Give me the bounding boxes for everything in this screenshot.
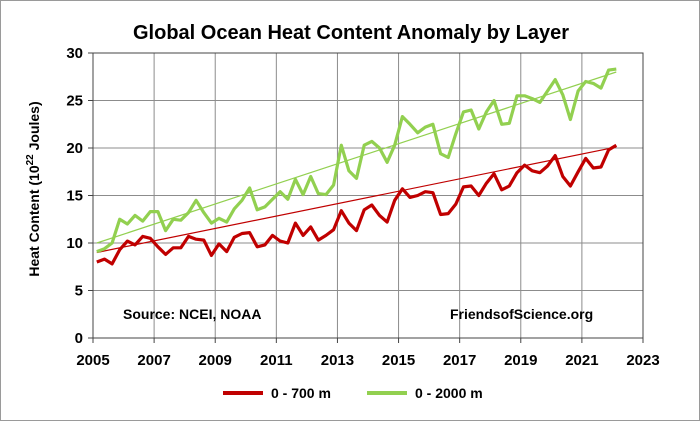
y-tick-label: 20 [66,140,83,157]
source-annotation: Source: NCEI, NOAA [123,306,261,322]
y-tick-label: 25 [66,93,83,110]
x-tick-label: 2017 [443,352,476,369]
x-tick-label: 2023 [626,352,659,369]
y-tick-label: 30 [66,45,83,62]
series-line-0-2000 [96,67,617,254]
chart-title: Global Ocean Heat Content Anomaly by Lay… [133,22,569,44]
legend: 0 - 700 m 0 - 2000 m [223,385,483,401]
series-line-0-700 [96,143,618,266]
website-annotation: FriendsofScience.org [450,306,593,322]
trend-line-0-700 [96,146,617,254]
legend-label-0-2000: 0 - 2000 m [415,385,483,401]
x-tick-label: 2013 [321,352,354,369]
x-tick-label: 2015 [382,352,415,369]
x-tick-label: 2007 [137,352,170,369]
x-tick-label: 2011 [260,352,293,369]
x-tick-label: 2019 [504,352,537,369]
legend-label-0-700: 0 - 700 m [271,385,331,401]
y-axis-label: Heat Content (1022 Joules) [25,101,42,276]
x-tick-label: 2021 [565,352,598,369]
x-tick-label: 2005 [76,352,109,369]
y-tick-label: 5 [75,283,83,300]
trend-lines [96,71,617,254]
x-tick-label: 2009 [199,352,232,369]
y-tick-label: 10 [66,235,83,252]
series-lines [96,67,618,266]
y-tick-label: 0 [75,330,83,347]
axes [88,52,644,343]
tick-labels: 0 5 10 15 20 25 30 2005 2007 2009 2011 2013 2015 2017… [66,45,659,369]
y-tick-label: 15 [66,188,83,205]
trend-line-0-2000 [96,71,617,244]
